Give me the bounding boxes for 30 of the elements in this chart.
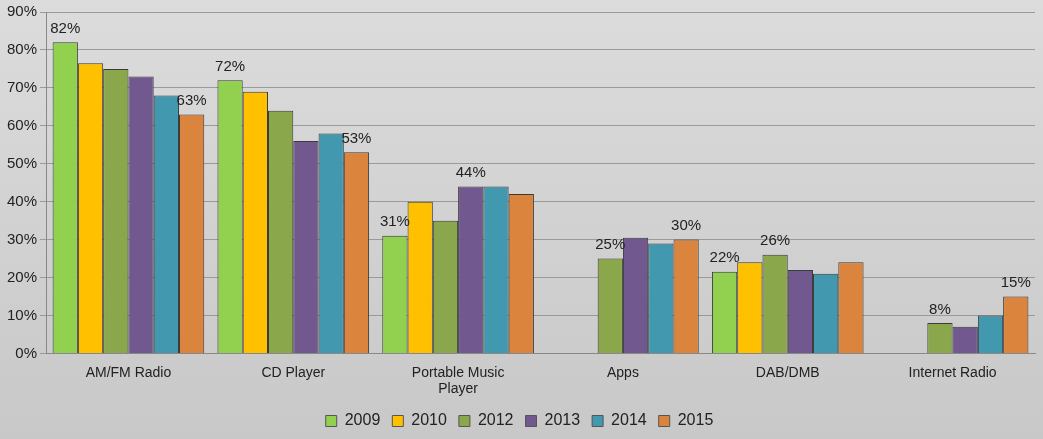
data-label: 26% (760, 231, 791, 249)
x-tick-label: AM/FM Radio (85, 363, 172, 380)
legend-label: 2013 (544, 411, 581, 429)
legend-label: 2014 (611, 411, 647, 429)
x-tick-label: CD Player (261, 363, 326, 380)
y-tick-label: 20% (6, 267, 38, 285)
data-label: 15% (1000, 273, 1031, 291)
y-tick-label: 90% (6, 2, 38, 20)
data-label: 82% (50, 18, 81, 36)
x-tick-label: Internet Radio (908, 363, 997, 380)
y-tick-label: 40% (6, 191, 38, 209)
y-tick-label: 70% (6, 78, 38, 96)
legend-label: 2012 (477, 411, 514, 429)
y-tick-label: 0% (15, 343, 38, 361)
x-tick-label: Portable Music Player (411, 363, 505, 397)
x-tick-label: DAB/DMB (755, 363, 820, 380)
y-tick-label: 10% (6, 305, 38, 323)
data-label: 72% (215, 56, 246, 74)
y-tick-label: 30% (6, 229, 38, 247)
data-label: 22% (709, 248, 740, 266)
y-tick-label: 80% (6, 40, 38, 58)
legend-label: 2010 (411, 411, 448, 429)
data-label: 8% (929, 299, 951, 317)
data-label: 30% (671, 216, 702, 234)
x-tick-label: Apps (606, 363, 639, 380)
legend-label: 2009 (344, 411, 381, 429)
legend-label: 2015 (677, 411, 714, 429)
y-tick-label: 50% (6, 153, 38, 171)
y-tick-label: 60% (6, 115, 38, 133)
data-label: 44% (455, 163, 486, 181)
